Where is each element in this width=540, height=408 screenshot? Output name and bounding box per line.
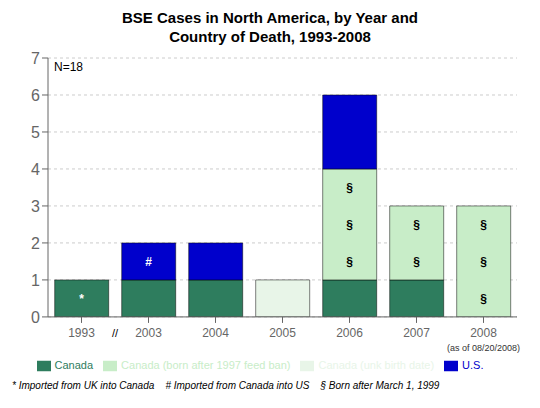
svg-text://: // bbox=[112, 327, 119, 339]
svg-text:§: § bbox=[480, 218, 487, 232]
svg-text:§: § bbox=[346, 181, 353, 195]
svg-text:§: § bbox=[413, 218, 420, 232]
svg-text:(as of 08/20/2008): (as of 08/20/2008) bbox=[447, 343, 520, 353]
svg-text:2007: 2007 bbox=[403, 326, 430, 340]
svg-text:0: 0 bbox=[31, 309, 40, 326]
svg-text:§: § bbox=[480, 255, 487, 269]
svg-text:1993: 1993 bbox=[68, 326, 95, 340]
html-text:BSE Cases in North America, by: BSE Cases in North America, by Year and … bbox=[122, 9, 418, 45]
svg-text:4: 4 bbox=[31, 161, 40, 178]
html-text:Canada (unk birth date): Canada (unk birth date) bbox=[318, 358, 435, 371]
svg-text:§: § bbox=[346, 255, 353, 269]
svg-text:5: 5 bbox=[31, 124, 40, 141]
svg-text:2003: 2003 bbox=[135, 326, 162, 340]
svg-text:3: 3 bbox=[31, 198, 40, 215]
html-text:N=18: N=18 bbox=[54, 60, 83, 74]
svg-text:1: 1 bbox=[31, 272, 40, 289]
svg-text:2005: 2005 bbox=[269, 326, 296, 340]
html-text:Canada (born after 1997 feed b: Canada (born after 1997 feed ban) bbox=[121, 358, 291, 371]
svg-text:2: 2 bbox=[31, 235, 40, 252]
svg-text:2006: 2006 bbox=[336, 326, 363, 340]
svg-text:6: 6 bbox=[31, 87, 40, 104]
html-text:* Imported from UK into Canada: * Imported from UK into Canada # Importe… bbox=[12, 380, 440, 391]
svg-text:2004: 2004 bbox=[202, 326, 229, 340]
html-text:Canada: Canada bbox=[54, 358, 94, 371]
html-text:U.S.: U.S. bbox=[462, 358, 484, 371]
svg-text:§: § bbox=[413, 255, 420, 269]
svg-text:2008: 2008 bbox=[470, 326, 497, 340]
svg-text:#: # bbox=[145, 255, 152, 269]
svg-text:7: 7 bbox=[31, 50, 40, 67]
svg-text:§: § bbox=[346, 218, 353, 232]
svg-text:§: § bbox=[480, 292, 487, 306]
svg-text:*: * bbox=[79, 292, 84, 306]
